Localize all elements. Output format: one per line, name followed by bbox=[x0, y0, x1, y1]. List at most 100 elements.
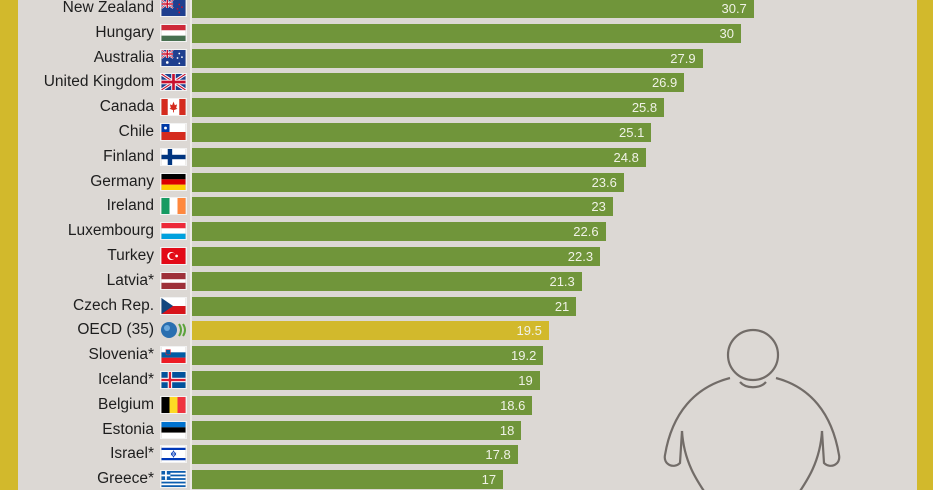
flag-united-kingdom-icon bbox=[160, 73, 187, 92]
chart-row: Belgium 18.6 bbox=[0, 395, 933, 415]
data-bar: 17 bbox=[192, 470, 504, 490]
value-label: 25.1 bbox=[619, 125, 645, 140]
value-label: 22.6 bbox=[573, 224, 599, 240]
chart-row: Chile 25.1 bbox=[0, 123, 933, 142]
chart-row: Luxembourg 22.6 bbox=[0, 222, 933, 242]
flag-estonia-icon bbox=[160, 420, 187, 439]
flag-slovenia-icon bbox=[160, 346, 187, 365]
flag-turkey-icon bbox=[160, 247, 187, 265]
category-label: Israel* bbox=[110, 445, 154, 463]
value-label: 22.3 bbox=[567, 249, 594, 264]
category-label: Hungary bbox=[95, 23, 154, 41]
flag-greece-icon bbox=[160, 470, 187, 489]
flag-new-zealand-icon bbox=[160, 0, 187, 17]
data-bar: 17.8 bbox=[192, 445, 518, 465]
value-label: 30.7 bbox=[721, 1, 747, 16]
category-label: Turkey bbox=[107, 247, 154, 264]
chart-row: Turkey 22.3 bbox=[0, 247, 933, 266]
flag-iceland-icon bbox=[160, 371, 187, 389]
value-label: 19.5 bbox=[516, 323, 542, 339]
data-bar: 18.6 bbox=[192, 395, 533, 415]
category-label: Estonia bbox=[102, 420, 154, 438]
data-bar: 22.3 bbox=[192, 247, 601, 266]
category-label: OECD (35) bbox=[77, 321, 154, 339]
value-label: 21 bbox=[554, 298, 570, 314]
chart-row: OECD (35) 19.5 bbox=[0, 321, 933, 341]
flag-luxembourg-icon bbox=[160, 222, 187, 241]
value-label: 25.8 bbox=[631, 100, 658, 116]
category-label: Finland bbox=[103, 147, 154, 165]
overweight-person-icon bbox=[663, 328, 841, 490]
value-label: 30 bbox=[719, 25, 734, 41]
value-label: 19.2 bbox=[511, 348, 537, 364]
flag-ireland-icon bbox=[160, 197, 187, 216]
category-label: Ireland bbox=[106, 197, 154, 215]
value-label: 27.9 bbox=[670, 50, 696, 66]
category-label: Australia bbox=[93, 48, 154, 66]
data-bar: 19 bbox=[192, 371, 540, 390]
category-label: Czech Rep. bbox=[73, 296, 154, 314]
category-label: Latvia* bbox=[106, 271, 154, 289]
data-bar: 18 bbox=[192, 420, 522, 440]
oecd-logo-icon bbox=[160, 321, 187, 340]
value-label: 23.6 bbox=[591, 174, 617, 190]
value-label: 18.6 bbox=[500, 397, 526, 413]
data-bar: 23.6 bbox=[192, 172, 624, 192]
flag-australia-icon bbox=[160, 48, 187, 67]
data-bar: 21 bbox=[192, 296, 577, 316]
category-label: Canada bbox=[99, 98, 154, 116]
frame-left-border bbox=[0, 0, 18, 490]
chart-row: Iceland* 19 bbox=[0, 371, 933, 390]
chart-row: Ireland 23 bbox=[0, 197, 933, 217]
chart-row: Australia 27.9 bbox=[0, 48, 933, 68]
chart-row: New Zealand 30.7 bbox=[0, 0, 933, 18]
flag-czech-republic-icon bbox=[160, 296, 187, 315]
flag-chile-icon bbox=[160, 123, 187, 141]
category-label: United Kingdom bbox=[43, 73, 154, 91]
chart-row: Germany 23.6 bbox=[0, 172, 933, 192]
flag-germany-icon bbox=[160, 172, 187, 191]
flag-hungary-icon bbox=[160, 23, 187, 42]
chart-row: Hungary 30 bbox=[0, 23, 933, 43]
flag-finland-icon bbox=[160, 147, 187, 166]
value-label: 18 bbox=[499, 422, 515, 438]
oecd-average-bar: 19.5 bbox=[192, 321, 549, 341]
category-label: Greece* bbox=[97, 470, 154, 488]
category-label: Germany bbox=[90, 172, 154, 190]
data-bar: 21.3 bbox=[192, 271, 582, 291]
value-label: 17 bbox=[481, 472, 497, 488]
chart-row: Slovenia* 19.2 bbox=[0, 346, 933, 366]
category-axis-line bbox=[190, 0, 192, 490]
data-bar: 22.6 bbox=[192, 222, 606, 242]
data-bar: 26.9 bbox=[192, 73, 685, 93]
data-bar: 30.7 bbox=[192, 0, 754, 18]
chart-row: Finland 24.8 bbox=[0, 147, 933, 167]
chart-row: Czech Rep. 21 bbox=[0, 296, 933, 316]
flag-belgium-icon bbox=[160, 395, 187, 414]
category-label: Luxembourg bbox=[67, 222, 154, 240]
value-label: 24.8 bbox=[613, 149, 639, 165]
value-label: 17.8 bbox=[485, 447, 511, 463]
chart-row: Greece* 17 bbox=[0, 470, 933, 490]
chart-row: Canada 25.8 bbox=[0, 98, 933, 118]
category-label: New Zealand bbox=[62, 0, 154, 16]
value-label: 21.3 bbox=[549, 273, 575, 289]
flag-canada-icon bbox=[160, 98, 187, 117]
value-label: 19 bbox=[518, 373, 533, 388]
category-label: Belgium bbox=[98, 395, 154, 413]
data-bar: 19.2 bbox=[192, 346, 544, 366]
flag-israel-icon bbox=[160, 445, 187, 464]
chart-row: Israel* 17.8 bbox=[0, 445, 933, 465]
data-bar: 27.9 bbox=[192, 48, 703, 68]
chart-row: Estonia 18 bbox=[0, 420, 933, 440]
value-label: 26.9 bbox=[651, 75, 678, 91]
frame-right-border bbox=[917, 0, 933, 490]
category-label: Slovenia* bbox=[88, 346, 155, 364]
data-bar: 23 bbox=[192, 197, 613, 217]
data-bar: 25.1 bbox=[192, 123, 652, 142]
data-bar: 30 bbox=[192, 23, 741, 43]
chart-row: Latvia* 21.3 bbox=[0, 271, 933, 291]
category-label: Chile bbox=[118, 123, 154, 140]
chart-row: United Kingdom 26.9 bbox=[0, 73, 933, 93]
data-bar: 24.8 bbox=[192, 147, 646, 167]
